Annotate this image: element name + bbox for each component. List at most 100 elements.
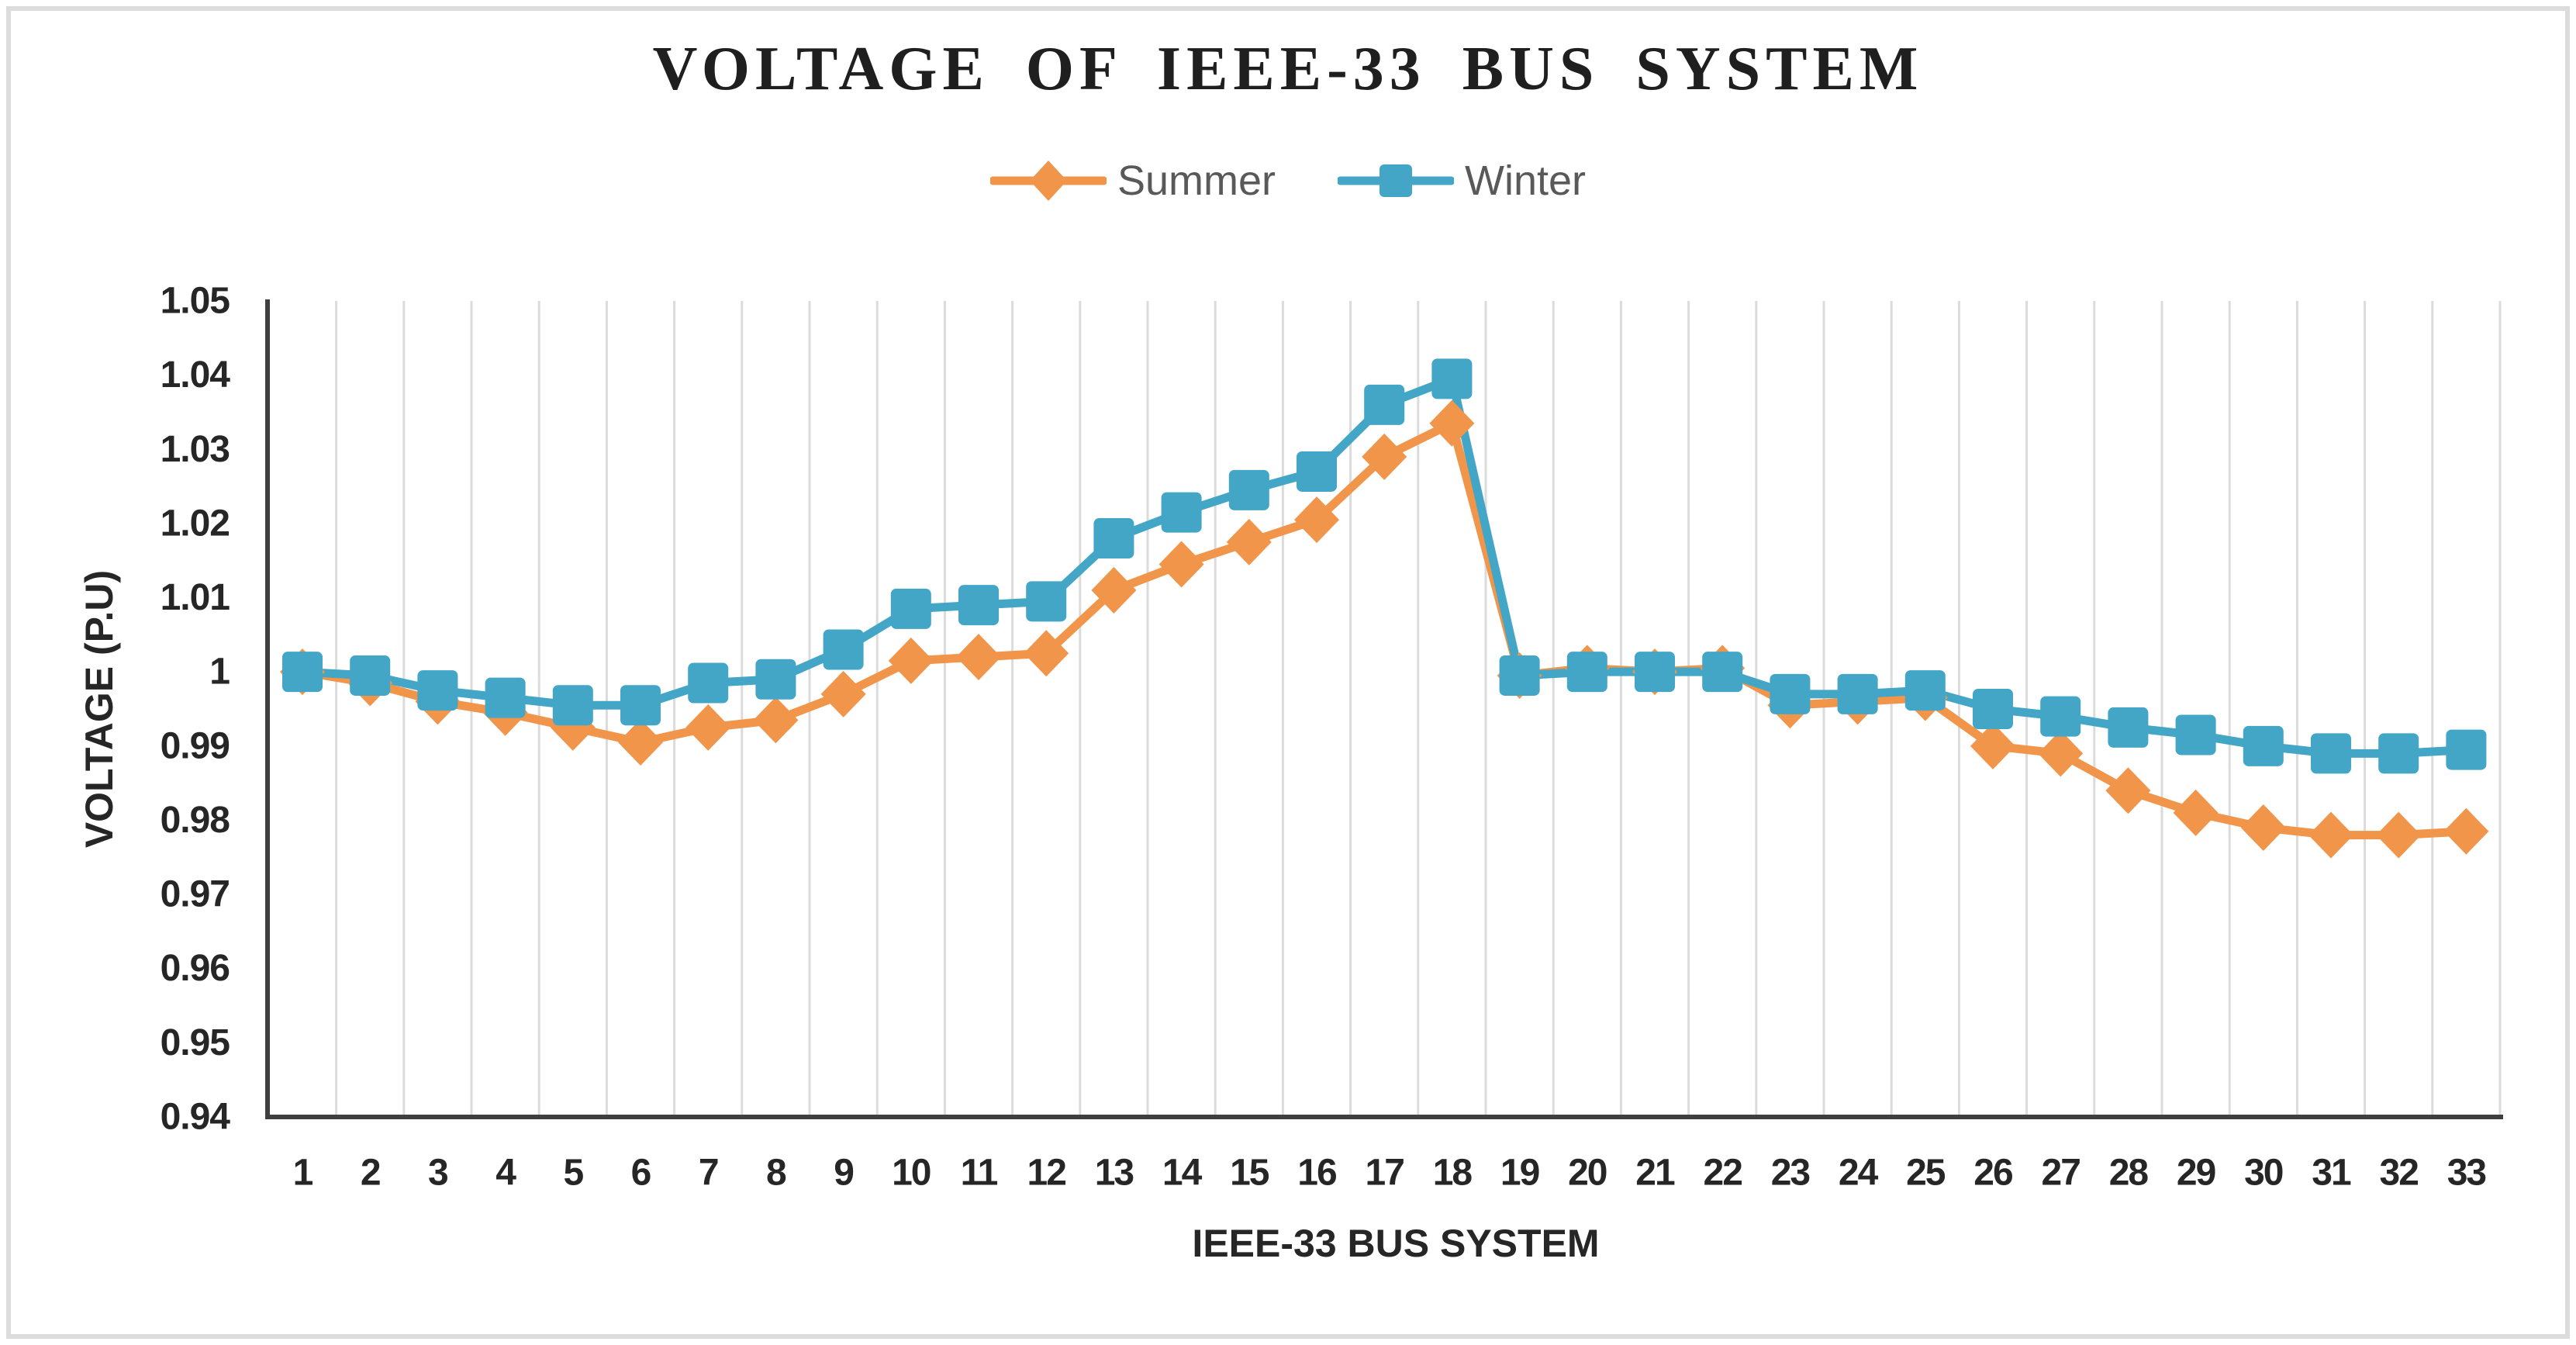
marker-square-winter [552,685,593,726]
x-tick-label: 17 [1366,1153,1404,1194]
marker-square-winter [620,685,661,726]
x-tick-label: 28 [2109,1153,2149,1194]
x-tick-label: 26 [1973,1153,2012,1194]
marker-square-winter [1364,384,1405,425]
marker-diamond-summer [1970,722,2015,769]
marker-diamond-summer [2240,804,2286,852]
x-tick-label: 24 [1839,1153,1879,1194]
marker-square-winter [1566,652,1607,693]
x-tick-label: 1 [293,1153,313,1194]
chart-title: VOLTAGE OF IEEE-33 BUS SYSTEM [652,35,1924,103]
legend-label-summer: Summer [1117,157,1276,204]
marker-diamond-summer [2376,811,2422,859]
marker-square-winter [2311,733,2351,774]
marker-square-winter [1297,451,1337,492]
x-tick-label: 23 [1771,1153,1810,1194]
marker-square-winter [2108,707,2149,748]
marker-square-winter [417,670,458,711]
marker-diamond-summer [1429,399,1475,447]
x-tick-label: 4 [496,1153,516,1194]
marker-square-winter [1702,652,1743,693]
marker-square-winter [2378,733,2419,774]
marker-diamond-summer [2038,730,2084,777]
x-tick-label: 33 [2447,1153,2486,1194]
x-tick-label: 27 [2042,1153,2080,1194]
marker-diamond-summer [2308,811,2353,859]
x-tick-label: 31 [2312,1153,2351,1194]
x-tick-label: 7 [699,1153,718,1194]
x-tick-label: 25 [1906,1153,1946,1194]
x-tick-label: 19 [1500,1153,1539,1194]
marker-square-winter [1973,689,2013,729]
marker-square-winter [2040,696,2081,737]
y-tick-label: 1.01 [161,577,230,618]
legend-square-icon [1338,164,1454,197]
marker-diamond-summer [685,704,731,751]
marker-diamond-summer [1294,496,1339,544]
x-tick-label: 30 [2244,1153,2283,1194]
y-tick-label: 1.02 [161,503,230,544]
marker-square-winter [2446,729,2487,770]
y-tick-label: 0.98 [161,800,230,841]
marker-square-winter [1904,670,1946,711]
x-tick-label: 6 [631,1153,651,1194]
marker-square-winter [1431,358,1473,399]
marker-diamond-summer [2173,789,2219,836]
x-tick-label: 12 [1027,1153,1066,1194]
x-tick-label: 21 [1635,1153,1675,1194]
marker-square-winter [890,588,931,629]
marker-diamond-summer [956,634,1001,681]
legend-item-summer: Summer [989,155,1276,206]
x-tick-label: 10 [892,1153,931,1194]
x-tick-label: 22 [1704,1153,1742,1194]
x-tick-label: 13 [1095,1153,1134,1194]
marker-diamond-summer [820,670,866,717]
x-tick-label: 16 [1297,1153,1336,1194]
marker-square-winter [1161,492,1202,533]
y-tick-label: 0.99 [161,725,230,766]
marker-square-winter [282,652,323,693]
y-tick-label: 1.03 [161,429,230,470]
marker-diamond-summer [1362,433,1407,480]
marker-square-winter [1093,518,1134,559]
marker-square-winter [1499,655,1540,696]
y-tick-label: 0.97 [161,874,230,915]
marker-diamond-summer [2443,807,2489,855]
x-tick-label: 9 [834,1153,853,1194]
marker-diamond-summer [1159,541,1204,588]
legend: Summer Winter [0,155,2576,206]
y-tick-label: 1 [209,652,230,693]
x-tick-label: 15 [1230,1153,1269,1194]
marker-square-winter [1228,469,1269,510]
x-tick-label: 29 [2177,1153,2215,1194]
x-tick-label: 18 [1433,1153,1473,1194]
y-tick-label: 0.94 [161,1097,231,1138]
legend-diamond-icon [989,161,1107,201]
marker-diamond-summer [1024,630,1069,677]
x-tick-label: 20 [1568,1153,1607,1194]
series-line-summer [298,419,2471,840]
y-tick-label: 0.95 [161,1022,230,1063]
marker-diamond-summer [618,719,663,766]
marker-diamond-summer [2105,767,2151,814]
x-tick-label: 8 [766,1153,786,1194]
marker-diamond-summer [888,637,934,684]
marker-square-winter [1770,673,1811,714]
marker-square-winter [350,655,391,696]
x-axis-title: IEEE-33 BUS SYSTEM [1192,1222,1600,1265]
y-tick-label: 0.96 [161,948,230,989]
marker-square-winter [823,629,864,670]
marker-square-winter [2175,714,2216,755]
y-tick-label: 1.04 [161,354,231,396]
y-tick-label: 1.05 [161,281,230,322]
x-tick-label: 3 [428,1153,447,1194]
marker-square-winter [485,677,526,718]
x-tick-label: 11 [961,1153,998,1194]
x-tick-label: 5 [563,1153,583,1194]
marker-square-winter [1837,673,1878,714]
marker-diamond-summer [1226,518,1272,565]
marker-square-winter [1635,652,1675,693]
x-tick-label: 14 [1162,1153,1203,1194]
x-tick-label: 32 [2380,1153,2419,1194]
